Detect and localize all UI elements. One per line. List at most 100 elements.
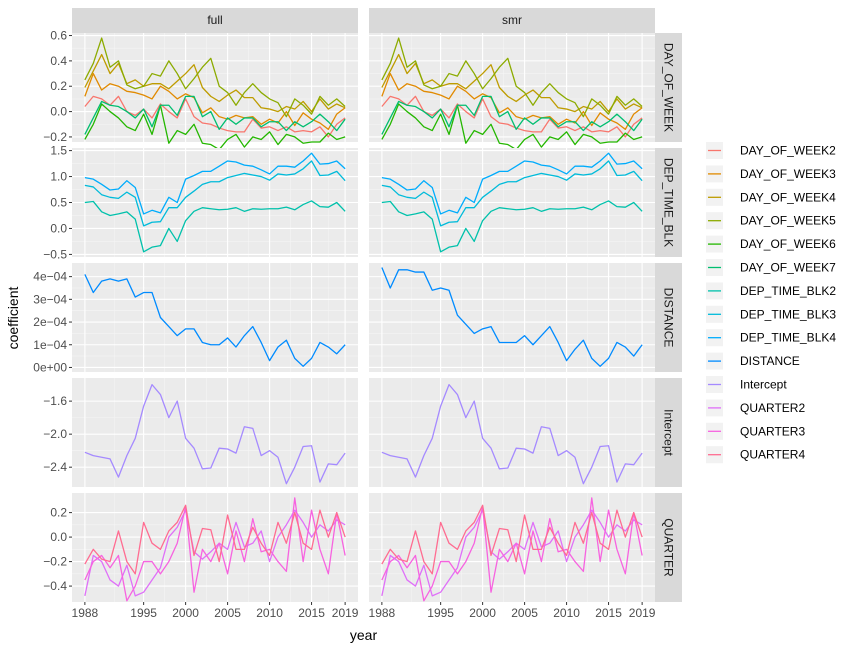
- row-strip-label: DAY_OF_WEEK: [662, 43, 676, 132]
- row-strip-quarter: [655, 493, 682, 602]
- x-tick-label: 2019: [629, 606, 656, 620]
- legend-label: DAY_OF_WEEK2: [740, 144, 836, 158]
- y-tick-label: 0.0: [50, 221, 67, 235]
- series-line-dep-time-blk3: [84, 160, 346, 227]
- y-tick-label: −0.2: [43, 130, 67, 144]
- x-tick-label: 2010: [553, 606, 580, 620]
- legend-label: QUARTER4: [740, 448, 805, 462]
- x-tick-label: 2015: [595, 606, 622, 620]
- panel-background: [369, 378, 655, 487]
- x-tick-label: 2000: [172, 606, 199, 620]
- legend-label: DAY_OF_WEEK7: [740, 261, 836, 275]
- series-line-day-of-week6: [84, 103, 346, 151]
- series-line-dep-time-blk4: [84, 152, 346, 215]
- y-tick-label: 4e−04: [33, 270, 67, 284]
- row-strip-label: QUARTER: [662, 518, 676, 577]
- facet-strip-label: smr: [502, 13, 522, 27]
- y-tick-label: 0e+00: [33, 360, 67, 374]
- series-line-intercept: [84, 383, 346, 485]
- y-tick-label: 3e−04: [33, 292, 67, 306]
- row-strip-label: DEP_TIME_BLK: [662, 158, 676, 247]
- y-tick-label: −0.5: [43, 247, 67, 261]
- legend-label: Intercept: [740, 378, 787, 392]
- series-line-day-of-week3: [381, 72, 643, 130]
- y-tick-label: −2.0: [43, 427, 67, 441]
- series-line-distance: [381, 267, 643, 367]
- y-tick-label: −0.2: [43, 555, 67, 569]
- panel-distance-full: [72, 263, 358, 372]
- panel-dep_time_blk-smr: [369, 148, 655, 257]
- panel-quarter-smr: [369, 493, 655, 602]
- series-line-day-of-week3: [84, 72, 346, 130]
- series-line-day-of-week5: [84, 37, 346, 118]
- series-line-quarter4: [381, 504, 643, 575]
- y-tick-label: −2.4: [43, 460, 67, 474]
- x-tick-label: 1995: [427, 606, 454, 620]
- panel-background: [72, 378, 358, 487]
- series-line-dep-time-blk3: [381, 160, 643, 227]
- row-strip-distance: [655, 263, 682, 372]
- series-line-day-of-week4: [84, 53, 346, 113]
- series-line-day-of-week6: [381, 103, 643, 151]
- row-strip-day_of_week: [655, 33, 682, 142]
- panel-day_of_week-smr: [369, 33, 655, 151]
- x-tick-label: 2019: [332, 606, 359, 620]
- facet-strip-full: [72, 8, 358, 33]
- x-axis-title: year: [350, 627, 378, 643]
- series-line-dep-time-blk4: [381, 152, 643, 215]
- series-line-day-of-week7: [381, 95, 643, 135]
- panel-distance-smr: [369, 263, 655, 372]
- y-tick-label: 0.5: [50, 196, 67, 210]
- row-strip-intercept: [655, 378, 682, 487]
- row-strip-label: Intercept: [662, 409, 676, 456]
- series-line-dep-time-blk2: [381, 200, 643, 253]
- legend-label: DISTANCE: [740, 354, 800, 368]
- y-tick-label: 0.0: [50, 530, 67, 544]
- legend-label: DEP_TIME_BLK2: [740, 284, 836, 298]
- panel-background: [72, 263, 358, 372]
- x-tick-label: 2000: [469, 606, 496, 620]
- series-line-intercept: [381, 383, 643, 485]
- y-tick-label: 0.6: [50, 29, 67, 43]
- y-tick-label: 0.2: [50, 506, 67, 520]
- series-line-day-of-week4: [381, 53, 643, 113]
- facet-strip-label: full: [207, 13, 222, 27]
- legend-label: DEP_TIME_BLK3: [740, 307, 836, 321]
- legend-label: DEP_TIME_BLK4: [740, 331, 836, 345]
- panel-quarter-full: [72, 493, 358, 602]
- x-tick-label: 2005: [511, 606, 538, 620]
- legend-label: DAY_OF_WEEK6: [740, 237, 836, 251]
- x-tick-label: 1995: [130, 606, 157, 620]
- series-line-quarter3: [84, 497, 346, 602]
- x-tick-label: 2015: [298, 606, 325, 620]
- y-tick-label: 0.0: [50, 105, 67, 119]
- legend: DAY_OF_WEEK2 DAY_OF_WEEK3 DAY_OF_WEEK4 DAY_…: [706, 142, 836, 464]
- legend-label: DAY_OF_WEEK4: [740, 190, 836, 204]
- facet-strip-smr: [369, 8, 655, 33]
- legend-label: DAY_OF_WEEK3: [740, 167, 836, 181]
- series-line-quarter4: [84, 504, 346, 575]
- y-tick-label: 1.5: [50, 144, 67, 158]
- panel-day_of_week-full: [72, 33, 358, 151]
- y-tick-label: 1.0: [50, 170, 67, 184]
- x-tick-label: 1988: [72, 606, 99, 620]
- y-axis-title: coefficient: [5, 286, 21, 349]
- x-tick-label: 1988: [369, 606, 396, 620]
- panel-intercept-full: [72, 378, 358, 487]
- legend-label: QUARTER3: [740, 424, 805, 438]
- series-line-quarter3: [381, 497, 643, 602]
- y-tick-label: −1.6: [43, 394, 67, 408]
- y-tick-label: −0.4: [43, 579, 67, 593]
- panel-intercept-smr: [369, 378, 655, 487]
- row-strip-dep_time_blk: [655, 148, 682, 257]
- x-tick-label: 2010: [256, 606, 283, 620]
- panel-background: [369, 263, 655, 372]
- series-line-dep-time-blk2: [84, 200, 346, 253]
- legend-label: QUARTER2: [740, 401, 805, 415]
- legend-label: DAY_OF_WEEK5: [740, 214, 836, 228]
- y-tick-label: 1e−04: [33, 338, 67, 352]
- row-strip-label: DISTANCE: [662, 288, 676, 348]
- series-line-day-of-week5: [381, 37, 643, 118]
- y-tick-label: 0.4: [50, 54, 67, 68]
- series-line-distance: [84, 274, 346, 367]
